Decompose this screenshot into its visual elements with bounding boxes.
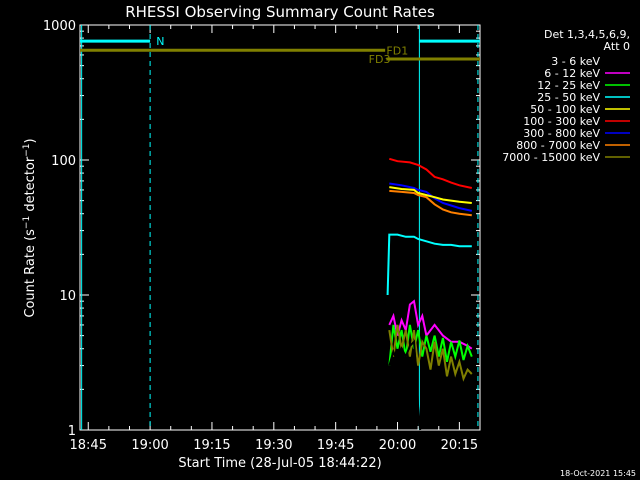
y-tick-label: 10 — [59, 289, 76, 304]
y-axis-label-sup1: −1 — [22, 216, 32, 229]
night-bar-label: N — [156, 35, 164, 48]
x-tick-label: 20:00 — [379, 438, 416, 453]
y-axis-label-main: Count Rate (s — [23, 229, 38, 318]
y-tick-label: 1000 — [43, 19, 76, 34]
series-line — [389, 157, 473, 189]
chart-title: RHESSI Observing Summary Count Rates — [125, 3, 435, 21]
y-axis-label-end: ) — [23, 138, 38, 143]
y-tick-label: 100 — [51, 154, 76, 169]
series-lines — [386, 157, 473, 431]
x-tick-label: 20:15 — [441, 438, 478, 453]
legend-entry-label: 12 - 25 keV — [537, 79, 600, 92]
legend-header: Det 1,3,4,5,6,9, — [544, 28, 630, 41]
x-tick-label: 19:00 — [131, 438, 168, 453]
legend-entry-label: 50 - 100 keV — [530, 103, 600, 116]
series-line — [388, 339, 422, 431]
plot-frame — [79, 24, 481, 431]
legend-header: Att 0 — [604, 40, 630, 53]
series-line — [389, 186, 472, 204]
legend-entry-label: 300 - 800 keV — [523, 127, 600, 140]
plot-axes: 18:45 19:00 19:15 19:30 19:45 20:00 20:15 1 10 10… — [43, 19, 481, 453]
legend-entry-label: 25 - 50 keV — [537, 91, 600, 104]
y-axis-label: Count Rate (s−1 detector−1) — [22, 138, 38, 317]
x-tick-label: 19:15 — [193, 438, 230, 453]
x-axis-label: Start Time (28-Jul-05 18:44:22) — [178, 456, 381, 471]
footer-date: 18-Oct-2021 15:45 — [560, 469, 636, 478]
x-tick-label: 19:30 — [255, 438, 292, 453]
series-line — [388, 299, 473, 350]
legend-entry-label: 100 - 300 keV — [523, 115, 600, 128]
series-line — [389, 189, 472, 217]
y-tick-label: 1 — [68, 424, 76, 439]
series-line — [386, 233, 472, 296]
legend-entry-label: 6 - 12 keV — [544, 67, 600, 80]
series-line — [388, 324, 473, 382]
fd-bar-label: FD1 — [386, 44, 408, 57]
series-line — [389, 182, 473, 212]
x-tick-label: 19:45 — [317, 438, 354, 453]
y-axis-label-sup2: −1 — [22, 143, 32, 156]
legend-entry-label: 7000 - 15000 keV — [502, 151, 600, 164]
legend-entry-label: 800 - 7000 keV — [516, 139, 600, 152]
y-axis-label-mid: detector — [23, 156, 38, 216]
fd-bar-label: FD3 — [369, 53, 391, 66]
legend-entry-label: 3 - 6 keV — [551, 55, 600, 68]
x-tick-label: 18:45 — [70, 438, 107, 453]
